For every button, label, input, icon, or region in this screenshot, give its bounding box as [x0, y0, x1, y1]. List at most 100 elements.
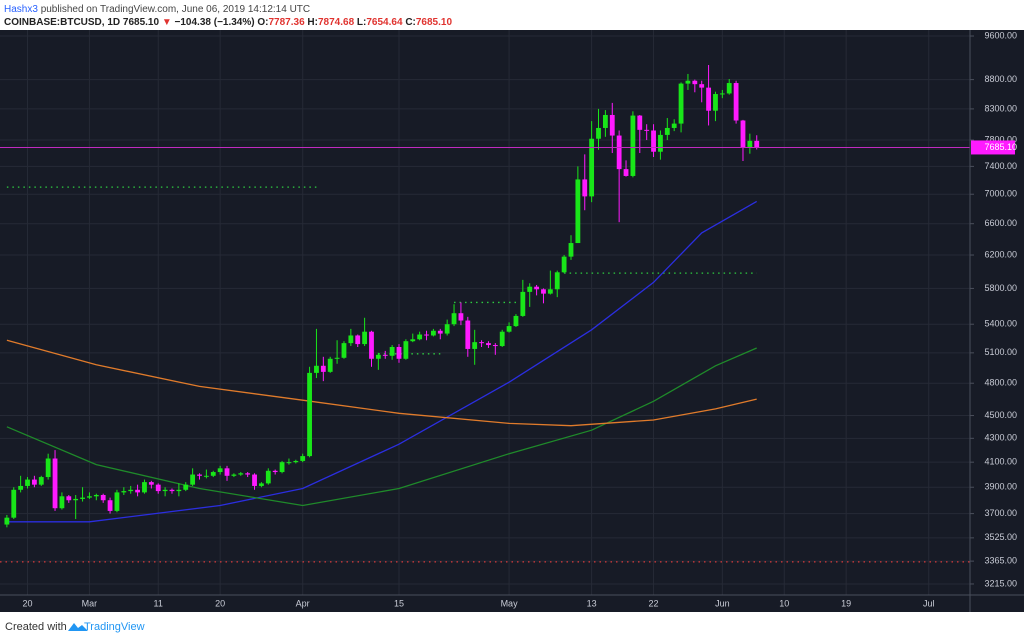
candle-body [575, 179, 581, 244]
c-label: C: [405, 17, 416, 28]
candle-body [341, 343, 347, 358]
o-label: O: [257, 17, 268, 28]
candle-body [389, 346, 395, 356]
candle-body [327, 358, 333, 372]
candle-body [265, 470, 271, 484]
c-value: 7685.10 [416, 17, 453, 28]
x-tick-label: 19 [841, 598, 851, 608]
candle-body [596, 127, 601, 139]
candle-body [121, 491, 127, 493]
chart-panel [0, 30, 1024, 612]
candle-body [210, 472, 216, 476]
y-tick-label: 3365.00 [984, 556, 1017, 566]
candle-body [334, 357, 340, 359]
candle-body [561, 256, 567, 273]
candle-body [685, 80, 691, 84]
y-tick-label: 8300.00 [984, 103, 1017, 113]
candle-body [699, 84, 705, 88]
logo [68, 623, 88, 631]
candle-body [238, 473, 244, 475]
candle-body [430, 330, 436, 336]
candle-body [320, 365, 326, 372]
candle-body [272, 470, 278, 473]
price-label: 7685.10 [984, 142, 1017, 152]
y-tick-label: 6600.00 [984, 218, 1017, 228]
candle-body [527, 286, 533, 292]
candle-body [59, 496, 65, 509]
candle-body [362, 331, 368, 345]
candle-body [231, 474, 237, 476]
footer-brand[interactable]: TradingView [84, 621, 145, 633]
candle-body [114, 492, 120, 511]
arrow: ▼ [162, 17, 172, 28]
x-tick-label: 11 [154, 598, 163, 608]
candle-body [437, 330, 443, 334]
y-tick-label: 5800.00 [984, 283, 1017, 293]
candle-body [375, 354, 381, 359]
candle-body [87, 496, 92, 498]
candle-body [651, 130, 656, 152]
candle-body [259, 483, 264, 486]
candle-body [678, 83, 684, 124]
candle-body [107, 500, 113, 511]
candle-body [252, 474, 257, 486]
candle-body [754, 140, 760, 148]
candle-body [155, 484, 161, 492]
o-value: 7787.36 [268, 17, 305, 28]
candle-body [541, 289, 546, 294]
candle-body [286, 462, 292, 464]
y-tick-label: 4100.00 [984, 457, 1017, 467]
author[interactable]: Hashx3 [4, 4, 38, 15]
candle-body [630, 115, 636, 176]
candle-body [740, 120, 746, 148]
candle-body [73, 498, 79, 501]
candle-body [417, 334, 423, 340]
candle-body [217, 468, 223, 473]
last: 7685.10 [123, 17, 160, 28]
candle-body [169, 489, 175, 492]
candle-body [45, 458, 51, 478]
footer: Created with TradingView [5, 621, 145, 633]
candle-body [644, 129, 650, 131]
candle-body [162, 489, 168, 492]
candle-body [637, 115, 643, 130]
x-tick-label: Apr [296, 598, 310, 608]
moving-average [6, 339, 757, 427]
y-tick-label: 7000.00 [984, 189, 1017, 199]
candle-body [197, 474, 202, 476]
y-tick-label: 3525.00 [984, 532, 1017, 542]
x-tick-label: 10 [779, 598, 789, 608]
y-tick-label: 3700.00 [984, 508, 1017, 518]
candle-body [396, 346, 402, 359]
candle-body [31, 479, 37, 485]
x-tick-label: 20 [215, 598, 225, 608]
candle-body [224, 468, 230, 476]
candle-body [355, 335, 361, 345]
candle-body [733, 83, 739, 121]
candle-body [692, 80, 698, 85]
candle-body [713, 94, 718, 111]
price-tag [971, 140, 1015, 155]
candle-body [658, 134, 663, 152]
candle-body [547, 289, 553, 294]
candle-body [403, 341, 409, 359]
candle-body [616, 135, 622, 170]
candle-body [25, 479, 30, 486]
candle-body [520, 291, 526, 316]
candle-body [93, 494, 99, 497]
candle-body [80, 497, 85, 499]
candle-body [314, 365, 319, 373]
candle-body [479, 342, 484, 344]
candle-body [18, 485, 24, 490]
candle-body [382, 354, 388, 356]
y-tick-label: 3215.00 [984, 578, 1017, 588]
symbol: COINBASE:BTCUSD, 1D [4, 17, 120, 28]
candle-body [671, 123, 677, 128]
x-tick-label: 20 [23, 598, 33, 608]
x-tick-label: 15 [394, 598, 404, 608]
candle-body [534, 286, 540, 290]
candle-body [307, 372, 312, 457]
candle-body [506, 326, 512, 332]
candle-body [609, 114, 615, 136]
